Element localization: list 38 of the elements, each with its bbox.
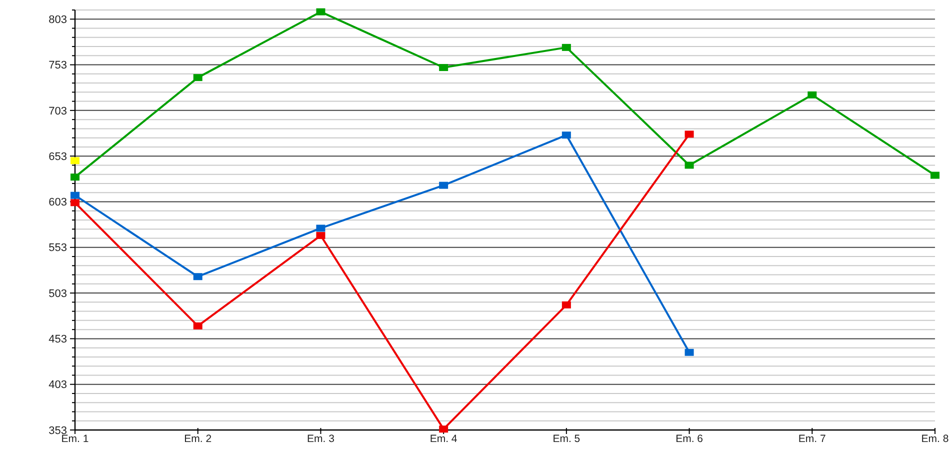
point [70,192,80,199]
x-tick-label: Em. 3 [306,433,335,445]
x-tick-label: Em. 4 [430,433,458,445]
point [70,199,80,206]
y-tick-label: 703 [48,105,67,118]
y-tick-label: 803 [48,14,67,26]
x-tick-label: Em. 2 [184,433,212,445]
x-tick-label: Em. 1 [61,433,89,445]
y-tick-label: 753 [48,60,67,72]
x-tick-label: Em. 8 [921,433,949,445]
x-tick-label: Em. 7 [798,433,826,445]
y-tick-label: 503 [48,288,67,300]
point [70,157,80,164]
point [439,182,448,189]
point [562,301,571,308]
point [316,224,326,232]
point [193,322,202,330]
point [684,162,694,169]
point [316,8,326,16]
point [562,132,571,139]
point [439,64,448,72]
point [70,174,80,181]
x-tick-label: Em. 6 [676,433,704,445]
y-tick-label: 403 [48,379,67,392]
x-tick-label: Em. 5 [552,433,580,445]
y-tick-label: 653 [48,150,67,163]
point [808,91,817,98]
point [930,172,940,179]
point [562,44,571,51]
y-tick-label: 603 [48,196,67,209]
point [439,426,448,433]
point [316,232,326,240]
point [193,273,202,280]
point [684,348,694,356]
y-tick-label: 453 [48,334,67,346]
point [193,74,202,82]
point [684,130,694,138]
y-tick-label: 553 [48,242,67,254]
